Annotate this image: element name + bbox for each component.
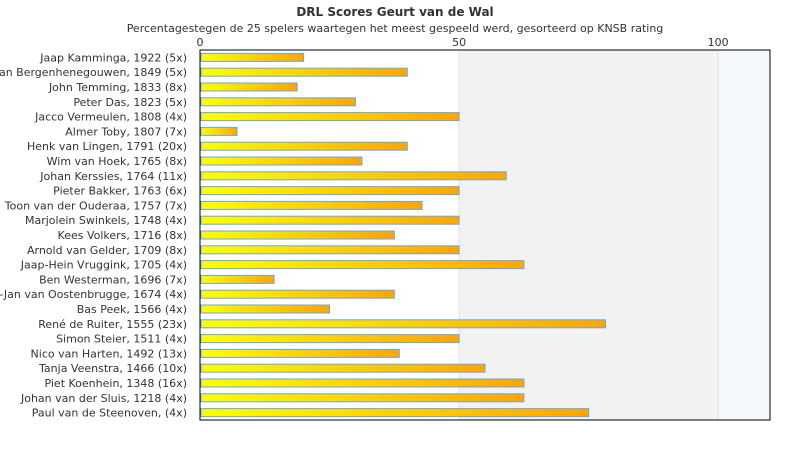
bar [200,289,395,299]
bar [200,82,298,92]
category-label: Marjolein Swinkels, 1748 (4x) [25,214,187,227]
category-label: Kees Volkers, 1716 (8x) [58,229,187,242]
bar [200,171,507,181]
bar [200,67,408,77]
category-label: Ben Westerman, 1696 (7x) [39,273,187,286]
bar [200,319,607,329]
bar [200,52,305,62]
bar [200,112,460,122]
bar [200,200,423,210]
category-label: Almer Toby, 1807 (7x) [65,125,187,138]
bar [200,141,408,151]
category-label: Wim van Hoek, 1765 (8x) [47,155,187,168]
bar [200,156,363,166]
x-tick-label: 50 [452,36,466,49]
bar [200,334,460,344]
chart-title: DRL Scores Geurt van de Wal [296,5,494,19]
bar [200,348,400,358]
plot-frame [199,49,771,421]
category-label: Pieter Bakker, 1763 (6x) [53,185,187,198]
bar [200,215,460,225]
bar [200,408,590,418]
category-label: John Temming, 1833 (8x) [48,81,187,94]
category-label: Nico van Harten, 1492 (13x) [31,347,187,360]
bar [200,304,331,314]
bar [200,186,460,196]
category-label: Johan van der Sluis, 1218 (4x) [20,392,187,405]
category-label: Simon Steier, 1511 (4x) [56,333,187,346]
bar [200,393,525,403]
background-band [718,50,770,420]
category-label: Jacco Vermeulen, 1808 (4x) [34,111,187,124]
bar [200,97,356,107]
x-tick-label: 0 [197,36,204,49]
category-label: Henk van Lingen, 1791 (20x) [27,140,187,153]
category-label: Bas Peek, 1566 (4x) [77,303,187,316]
bar [200,260,525,270]
category-label: Peter Das, 1823 (5x) [73,96,187,109]
category-label: Johan Kerssies, 1764 (11x) [39,170,187,183]
category-label: Jaap-Hein Vruggink, 1705 (4x) [20,259,187,272]
background-band [459,50,719,420]
category-label: van Bergenhenegouwen, 1849 (5x) [0,66,187,79]
bar [200,230,395,240]
chart-subtitle: Percentagestegen de 25 spelers waartegen… [126,22,664,35]
category-label: t-Jan van Oostenbrugge, 1674 (4x) [0,288,187,301]
category-label: Toon van der Ouderaa, 1757 (7x) [4,199,187,212]
category-label: Piet Koenhein, 1348 (16x) [44,377,187,390]
category-label: Tanja Veenstra, 1466 (10x) [38,362,187,375]
x-tick-label: 100 [708,36,729,49]
bar [200,245,460,255]
bar [200,363,486,373]
category-label: Jaap Kamminga, 1922 (5x) [39,51,187,64]
bar [200,274,275,284]
category-label: René de Ruiter, 1555 (23x) [38,318,187,331]
bar [200,378,525,388]
category-label: Arnold van Gelder, 1709 (8x) [27,244,187,257]
category-label: Paul van de Steenoven, (4x) [32,407,187,420]
bar [200,126,238,136]
